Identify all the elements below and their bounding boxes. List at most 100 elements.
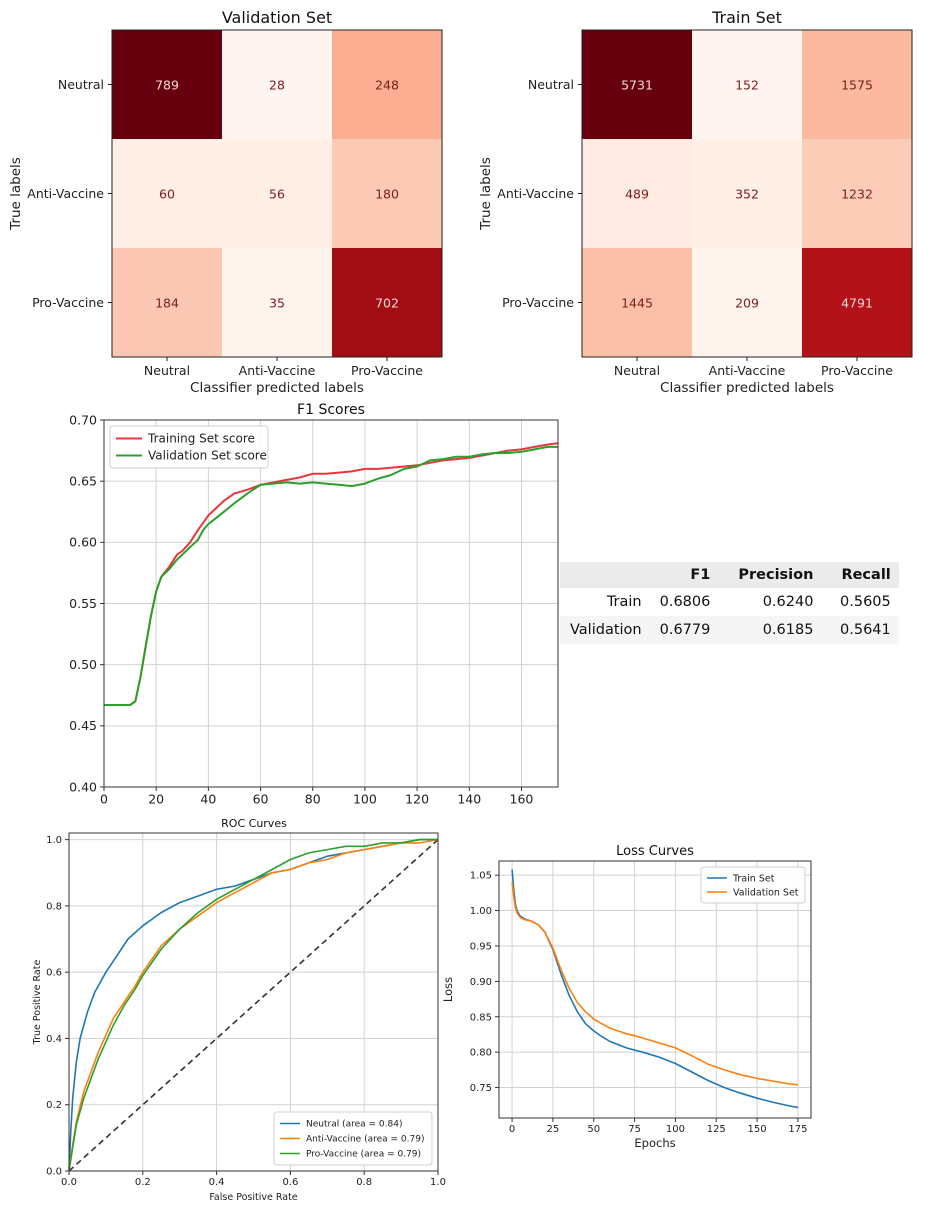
table-cell: 0.6185 bbox=[762, 622, 814, 638]
y-axis-label: True Positive Rate bbox=[32, 960, 43, 1046]
f1-scores-chart: 0 20 40 60 80 100 120 140 160 0.40 0.45 0.50 0.55 0.6… bbox=[69, 402, 559, 807]
y-tick-label: 0.45 bbox=[69, 718, 97, 733]
legend-label: Training Set score bbox=[147, 432, 255, 446]
matrix-cell bbox=[802, 30, 912, 139]
series-line-2 bbox=[511, 882, 798, 1086]
x-tick-label: 100 bbox=[353, 792, 377, 807]
matrix-cell bbox=[222, 30, 332, 139]
x-tick-label: 175 bbox=[788, 1124, 807, 1135]
matrix-cell bbox=[332, 30, 442, 139]
chart-title: Loss Curves bbox=[616, 844, 694, 859]
train-confusion-matrix: Train Set 5731 152 1575 489 352 1232 1445 209 479… bbox=[478, 8, 913, 396]
x-tick-label: 0.4 bbox=[209, 1177, 225, 1188]
x-axis-label: False Positive Rate bbox=[209, 1192, 297, 1203]
x-tick-label: Pro-Vaccine bbox=[351, 363, 423, 378]
x-tick-label: 80 bbox=[305, 792, 321, 807]
legend-label: Validation Set score bbox=[148, 449, 267, 463]
x-tick-label: 0 bbox=[100, 792, 108, 807]
validation-confusion-matrix: Validation Set 789 28 248 60 56 180 184 35 702 Neu… bbox=[8, 8, 443, 396]
matrix-cell bbox=[112, 139, 222, 248]
metrics-header-cell: F1 bbox=[690, 567, 711, 583]
matrix-cell bbox=[692, 248, 802, 357]
y-tick-label: Pro-Vaccine bbox=[502, 295, 574, 310]
x-tick-label: 0.2 bbox=[135, 1177, 151, 1188]
table-cell: 0.6779 bbox=[659, 622, 711, 638]
series-line-1 bbox=[511, 869, 799, 1109]
x-tick-label: 125 bbox=[707, 1124, 726, 1135]
matrix-value: 4791 bbox=[841, 296, 873, 311]
x-tick-label: Anti-Vaccine bbox=[239, 363, 316, 378]
y-tick-label: 0.65 bbox=[69, 474, 97, 489]
y-tick-label: 0.90 bbox=[470, 977, 492, 988]
y-tick-label: 0.95 bbox=[470, 941, 492, 952]
y-tick-label: 0.6 bbox=[46, 968, 62, 979]
roc-curves-chart: 0.0 0.2 0.4 0.6 0.8 1.0 0.0 0.2 0.4 0.6 0.8 1.0 ROC … bbox=[32, 817, 446, 1203]
y-tick-label: 1.00 bbox=[470, 906, 492, 917]
x-tick-label: 25 bbox=[547, 1124, 560, 1135]
matrix-value: 1232 bbox=[841, 187, 873, 202]
x-axis-label: Classifier predicted labels bbox=[190, 380, 364, 396]
y-axis-label: Loss bbox=[441, 977, 455, 1002]
matrix-cell bbox=[582, 30, 692, 139]
x-tick-label: 150 bbox=[748, 1124, 767, 1135]
x-tick-label: 60 bbox=[253, 792, 269, 807]
matrix-value: 789 bbox=[155, 78, 179, 93]
x-tick-label: 0.8 bbox=[356, 1177, 372, 1188]
matrix-cell bbox=[112, 248, 222, 357]
legend bbox=[273, 1111, 433, 1166]
y-tick-label: 0.2 bbox=[46, 1100, 62, 1111]
table-row-label: Train bbox=[606, 594, 642, 610]
matrix-cell bbox=[222, 139, 332, 248]
y-tick-label: 0.70 bbox=[69, 412, 97, 427]
series-line-3 bbox=[68, 838, 438, 1172]
x-tick-label: 160 bbox=[510, 792, 534, 807]
x-tick-label: 75 bbox=[628, 1124, 641, 1135]
y-tick-label: 0.8 bbox=[46, 901, 62, 912]
metrics-header-cell bbox=[560, 562, 650, 588]
matrix-cell bbox=[692, 139, 802, 248]
metrics-header-cell: Recall bbox=[841, 567, 891, 583]
legend-label: Validation Set bbox=[733, 887, 799, 898]
chart-title: ROC Curves bbox=[221, 817, 287, 830]
x-tick-label: 1.0 bbox=[430, 1177, 446, 1188]
y-tick-label: 0.50 bbox=[69, 657, 97, 672]
x-tick-label: Anti-Vaccine bbox=[709, 363, 786, 378]
matrix-title: Train Set bbox=[711, 8, 782, 27]
y-tick-label: 0.0 bbox=[46, 1167, 62, 1178]
x-tick-label: 140 bbox=[457, 792, 481, 807]
matrix-cell bbox=[692, 30, 802, 139]
legend-label: Pro-Vaccine (area = 0.79) bbox=[306, 1150, 421, 1160]
plot-frame bbox=[68, 832, 439, 1172]
chart-title: F1 Scores bbox=[297, 402, 365, 418]
table-row-label: Validation bbox=[570, 622, 642, 638]
matrix-value: 28 bbox=[269, 78, 285, 93]
x-tick-label: 0.0 bbox=[61, 1177, 77, 1188]
x-tick-label: 120 bbox=[405, 792, 429, 807]
metrics-table: F1 Precision Recall Train 0.6806 0.6240 … bbox=[560, 562, 899, 644]
legend bbox=[700, 866, 806, 904]
table-row: Validation 0.6779 0.6185 0.5641 bbox=[560, 616, 899, 644]
y-tick-label: Neutral bbox=[58, 77, 104, 92]
y-tick-label: 0.40 bbox=[69, 779, 97, 794]
metrics-header-row: F1 Precision Recall bbox=[560, 562, 899, 588]
matrix-title: Validation Set bbox=[222, 8, 332, 27]
y-tick-label: 0.75 bbox=[470, 1083, 492, 1094]
y-tick-label: 0.4 bbox=[46, 1034, 62, 1045]
y-tick-label: 0.55 bbox=[69, 596, 97, 611]
x-tick-label: 100 bbox=[666, 1124, 685, 1135]
x-axis-label: Epochs bbox=[634, 1136, 675, 1150]
x-tick-label: Neutral bbox=[144, 363, 190, 378]
y-tick-label: Pro-Vaccine bbox=[32, 295, 104, 310]
y-tick-label: 0.80 bbox=[470, 1048, 492, 1059]
chance-diagonal-line bbox=[68, 839, 439, 1172]
matrix-value: 5731 bbox=[621, 78, 653, 93]
matrix-value: 1445 bbox=[621, 296, 653, 311]
legend-label: Neutral (area = 0.84) bbox=[306, 1120, 402, 1130]
matrix-cell bbox=[802, 139, 912, 248]
x-tick-label: 40 bbox=[200, 792, 216, 807]
table-cell: 0.6240 bbox=[762, 594, 814, 610]
matrix-value: 60 bbox=[159, 187, 175, 202]
legend-label: Train Set bbox=[732, 873, 775, 884]
y-tick-label: 0.85 bbox=[470, 1012, 492, 1023]
matrix-cell bbox=[802, 248, 912, 357]
